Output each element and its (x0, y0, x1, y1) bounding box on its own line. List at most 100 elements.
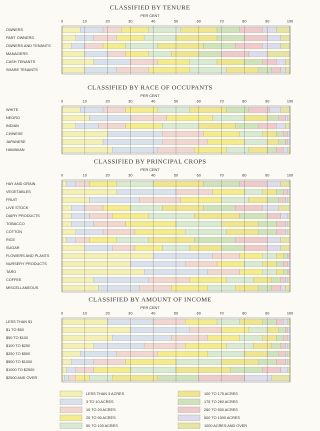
bar-segment (280, 285, 286, 291)
bar-segment (287, 189, 291, 195)
bar-segment (64, 375, 69, 381)
bar-segment (285, 221, 288, 227)
category-label: HAWAIIAN (6, 148, 25, 152)
bar-segment (175, 367, 231, 373)
bar-segment (139, 197, 181, 203)
bar-segment (139, 285, 172, 291)
bar-segment (171, 335, 209, 341)
bar-segment (262, 319, 277, 325)
bar-segment (89, 237, 117, 243)
bar-segment (226, 147, 250, 153)
bar-segment (203, 43, 236, 49)
bar-segment (61, 375, 65, 381)
bar-segment (278, 351, 286, 357)
bar-segment (134, 245, 163, 251)
chart: CLASSIFIED BY TENURE PER CENT 0 10 20 30 40 50 6… (6, 4, 293, 429)
bar-segment (143, 343, 186, 349)
category-label: $1 TO $50 (6, 328, 24, 332)
x-tick-label: 90 (265, 20, 269, 24)
category-label: COFFEE (6, 278, 22, 282)
category-label: OWNERS (6, 28, 24, 32)
category-label: $50 TO $100 (6, 336, 28, 340)
bar-segment (157, 375, 199, 381)
legend-swatch (177, 398, 201, 405)
x-tick-label: 90 (265, 174, 269, 178)
legend-swatch (177, 414, 201, 421)
x-tick-label: 70 (219, 174, 223, 178)
legend-label: 175 TO 260 ACRES (204, 400, 238, 404)
bar-segment (66, 181, 76, 187)
bar-segment (130, 327, 190, 333)
bar-segment (61, 35, 76, 41)
bar-segment (61, 245, 85, 251)
bar-segment (216, 27, 240, 33)
bar-segment (276, 123, 286, 129)
bar-segment (102, 27, 122, 33)
bar-segment (271, 67, 281, 73)
bar-segment (235, 205, 263, 211)
bar-segment (93, 367, 131, 373)
bar-segment (198, 123, 236, 129)
x-tick-label: 20 (105, 312, 109, 316)
bar-segment (107, 131, 163, 137)
bar-segment (280, 343, 286, 349)
bar-segment (112, 245, 136, 251)
bar-segment (112, 147, 158, 153)
bar-segment (226, 107, 250, 113)
bar-segment (189, 327, 222, 333)
plot-frame (61, 317, 291, 383)
x-tick-label: 30 (128, 312, 132, 316)
x-tick-label: 40 (151, 100, 155, 104)
bar-segment (194, 237, 236, 243)
plot-frame (61, 179, 291, 293)
bar-segment (278, 139, 286, 145)
bar-segment (93, 359, 126, 365)
bar-segment (262, 59, 277, 65)
bar-segment (189, 245, 222, 251)
legend-swatch (59, 422, 83, 429)
bar-segment (61, 343, 95, 349)
x-tick-label: 80 (242, 20, 246, 24)
panel-title: CLASSIFIED BY PRINCIPAL CROPS (94, 158, 207, 165)
x-tick-label: 0 (61, 174, 63, 178)
bar-segment (171, 285, 209, 291)
bar-segment (84, 205, 104, 211)
bar-segment (162, 123, 199, 129)
panel-title: CLASSIFIED BY AMOUNT OF INCOME (88, 296, 211, 303)
bar-segment (280, 35, 291, 41)
bar-segment (283, 335, 288, 341)
bar-segment (244, 139, 268, 145)
bar-segment (221, 51, 250, 57)
bar-segment (287, 277, 291, 283)
bar-segment (285, 351, 288, 357)
legend-label: 100 TO 175 ACRES (204, 392, 238, 396)
bar-segment (271, 375, 291, 381)
bar-segment (84, 43, 104, 49)
legend-label: 20 TO 50 ACRES (86, 416, 116, 420)
bar-segment (180, 197, 222, 203)
category-label: SHARE TENANTS (6, 68, 38, 72)
legend-label: 10 TO 20 ACRES (86, 408, 116, 412)
bar-segment (221, 197, 250, 203)
axis-label: PER CENT (140, 168, 160, 172)
bar-segment (84, 67, 117, 73)
bar-segment (278, 327, 286, 333)
x-tick-label: 90 (265, 100, 269, 104)
bar-segment (253, 277, 272, 283)
bar-segment (61, 367, 67, 373)
bar-segment (253, 343, 272, 349)
x-tick-label: 20 (105, 20, 109, 24)
category-label: SUGAR (6, 246, 20, 250)
bar-segment (153, 319, 186, 325)
x-tick-label: 50 (174, 174, 178, 178)
bar-segment (239, 253, 263, 259)
bar-segment (276, 261, 284, 267)
bar-segment (257, 285, 272, 291)
bar-segment (75, 181, 90, 187)
bar-segment (280, 245, 291, 251)
bar-segment (75, 123, 99, 129)
bar-segment (267, 147, 277, 153)
bar-segment (285, 197, 288, 203)
bar-segment (280, 43, 291, 49)
x-tick-label: 80 (242, 312, 246, 316)
